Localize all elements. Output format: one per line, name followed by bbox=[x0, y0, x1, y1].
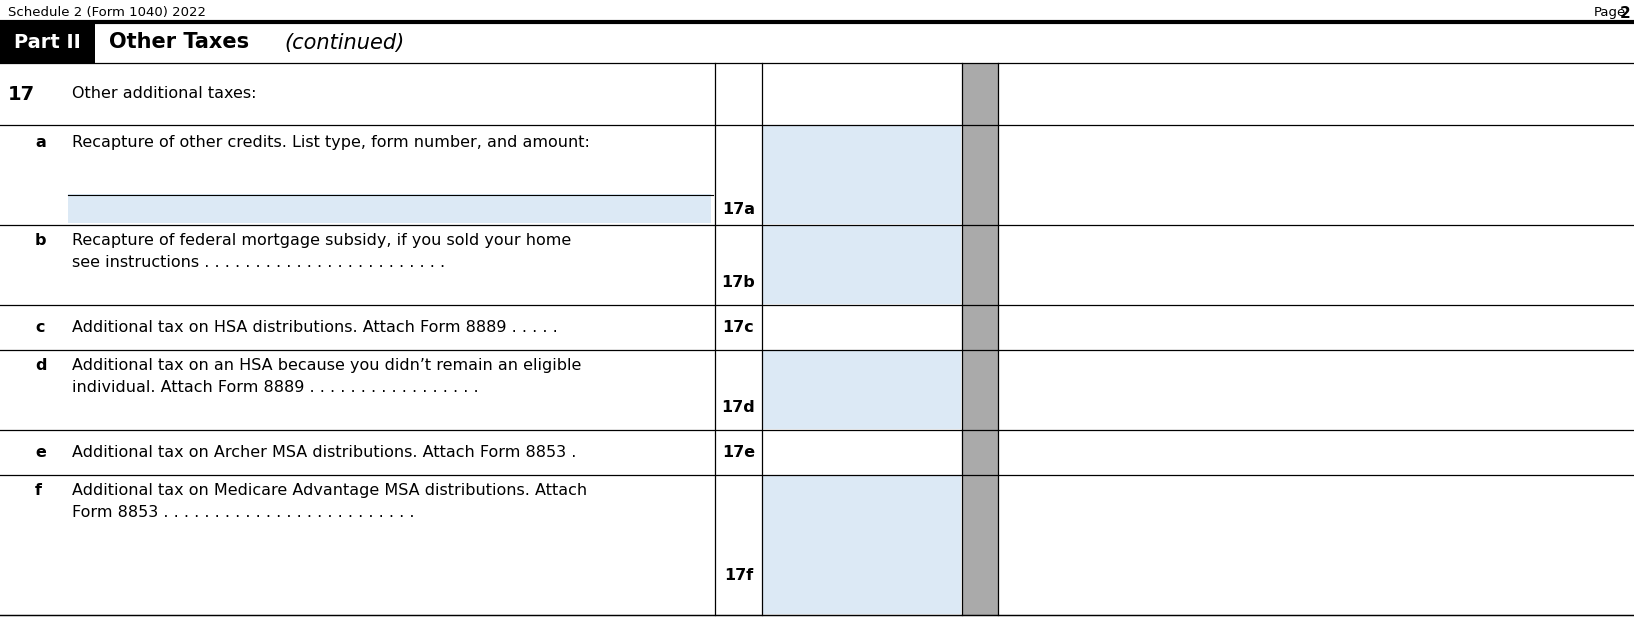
Bar bbox=[763, 126, 961, 224]
Text: Page: Page bbox=[1593, 6, 1626, 19]
Text: (continued): (continued) bbox=[284, 33, 404, 52]
Text: Additional tax on Archer MSA distributions. Attach Form 8853 .: Additional tax on Archer MSA distributio… bbox=[72, 445, 577, 460]
Text: a: a bbox=[34, 135, 46, 150]
Text: 17d: 17d bbox=[722, 400, 755, 415]
Bar bbox=[69, 194, 711, 223]
Text: 17a: 17a bbox=[722, 202, 755, 217]
Bar bbox=[763, 351, 961, 429]
Text: Recapture of federal mortgage subsidy, if you sold your home: Recapture of federal mortgage subsidy, i… bbox=[72, 233, 572, 248]
Text: Form 8853 . . . . . . . . . . . . . . . . . . . . . . . . .: Form 8853 . . . . . . . . . . . . . . . … bbox=[72, 505, 415, 520]
Text: Part II: Part II bbox=[15, 33, 80, 52]
Text: see instructions . . . . . . . . . . . . . . . . . . . . . . . .: see instructions . . . . . . . . . . . .… bbox=[72, 255, 444, 270]
Text: c: c bbox=[34, 320, 44, 335]
Text: Additional tax on Medicare Advantage MSA distributions. Attach: Additional tax on Medicare Advantage MSA… bbox=[72, 483, 587, 498]
Text: 2: 2 bbox=[1621, 6, 1631, 21]
Bar bbox=[763, 476, 961, 614]
Text: d: d bbox=[34, 358, 46, 373]
Text: e: e bbox=[34, 445, 46, 460]
Bar bbox=[763, 226, 961, 304]
Text: Additional tax on HSA distributions. Attach Form 8889 . . . . .: Additional tax on HSA distributions. Att… bbox=[72, 320, 557, 335]
Text: f: f bbox=[34, 483, 42, 498]
Text: 17f: 17f bbox=[724, 568, 753, 583]
Text: 17b: 17b bbox=[722, 275, 755, 290]
Text: 17c: 17c bbox=[722, 320, 755, 335]
Text: b: b bbox=[34, 233, 46, 248]
Bar bbox=[0, 22, 95, 63]
Text: Schedule 2 (Form 1040) 2022: Schedule 2 (Form 1040) 2022 bbox=[8, 6, 206, 19]
Text: Additional tax on an HSA because you didn’t remain an eligible: Additional tax on an HSA because you did… bbox=[72, 358, 582, 373]
Text: 17: 17 bbox=[8, 84, 34, 103]
Text: 17e: 17e bbox=[722, 445, 755, 460]
Text: individual. Attach Form 8889 . . . . . . . . . . . . . . . . .: individual. Attach Form 8889 . . . . . .… bbox=[72, 380, 479, 395]
Text: Other additional taxes:: Other additional taxes: bbox=[72, 86, 257, 101]
Text: Other Taxes: Other Taxes bbox=[109, 33, 257, 52]
Text: Recapture of other credits. List type, form number, and amount:: Recapture of other credits. List type, f… bbox=[72, 135, 590, 150]
Bar bbox=[962, 63, 998, 615]
